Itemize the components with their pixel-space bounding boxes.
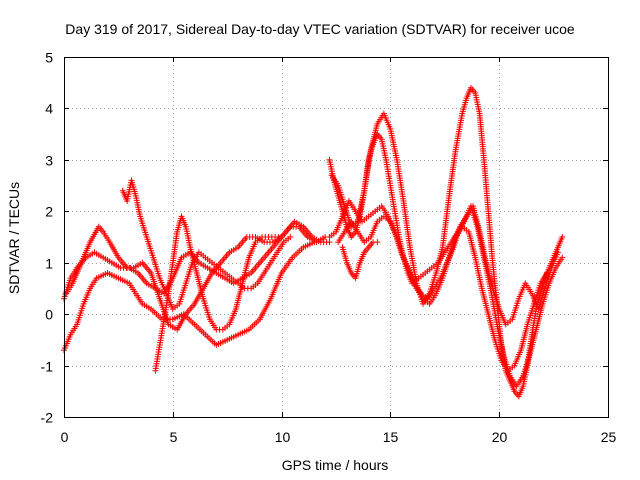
y-tick-label: 4 [45, 101, 53, 117]
data-point [559, 234, 566, 240]
y-tick-label: 0 [45, 307, 53, 323]
y-tick-label: 2 [45, 204, 53, 220]
x-tick-label: 10 [275, 429, 291, 445]
data-point [559, 254, 566, 261]
data-point [326, 239, 333, 246]
y-axis-label: SDTVAR / TECUs [6, 182, 22, 294]
data-point [374, 239, 381, 246]
y-tick-label: -2 [41, 410, 54, 426]
series-layer [61, 84, 566, 400]
data-point [554, 249, 561, 256]
x-tick-label: 0 [61, 429, 69, 445]
y-tick-label: 3 [45, 153, 53, 169]
series-8 [326, 198, 561, 328]
x-tick-label: 5 [170, 429, 178, 445]
data-point [287, 234, 294, 240]
y-tick-label: 5 [45, 50, 53, 66]
x-tick-labels: 0 5 10 15 20 25 [61, 429, 617, 445]
series-9 [335, 213, 551, 374]
series-5 [152, 213, 285, 374]
plot-frame [64, 57, 609, 418]
x-axis-label: GPS time / hours [282, 457, 389, 473]
series-7 [328, 84, 566, 400]
chart-title: Day 319 of 2017, Sidereal Day-to-day VTE… [65, 21, 575, 37]
x-tick-label: 15 [383, 429, 399, 445]
data-point [278, 234, 285, 240]
series-3 [61, 239, 318, 354]
tick-marks [64, 57, 609, 418]
y-tick-label: -1 [41, 359, 54, 375]
series-4 [119, 177, 294, 312]
x-tick-label: 20 [492, 429, 508, 445]
x-tick-label: 25 [601, 429, 617, 445]
series-2 [63, 223, 329, 333]
series-10 [339, 239, 381, 282]
y-tick-labels: -2 -1 0 1 2 3 4 5 [41, 50, 54, 426]
data-point [544, 270, 551, 276]
data-point [311, 239, 318, 246]
y-tick-label: 1 [45, 256, 53, 272]
